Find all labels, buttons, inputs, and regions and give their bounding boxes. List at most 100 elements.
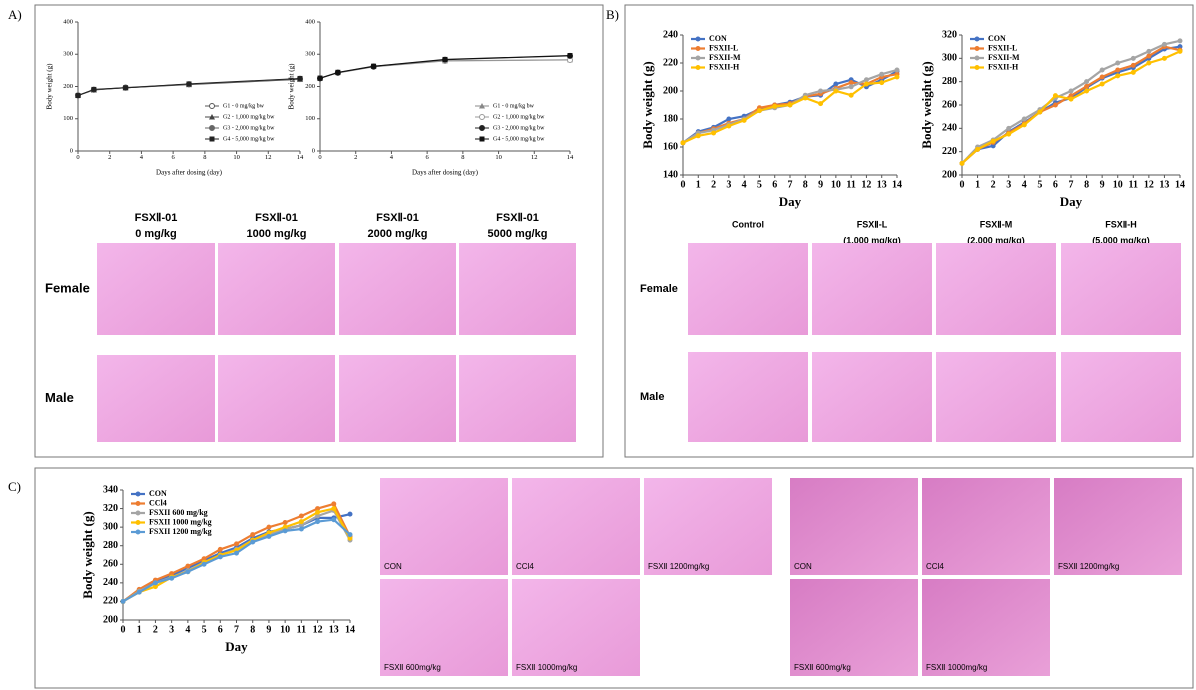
marker <box>1021 122 1027 128</box>
y-tick-label: 260 <box>103 559 118 570</box>
y-tick-label: 280 <box>942 76 957 87</box>
column-header: (1,000 mg/kg) <box>843 235 901 245</box>
marker <box>152 580 158 586</box>
marker <box>266 533 272 539</box>
marker <box>1037 109 1043 115</box>
x-tick-label: 14 <box>892 179 902 190</box>
x-axis-title: Days after dosing (day) <box>412 169 479 177</box>
legend-label: CON <box>149 489 167 498</box>
y-tick-label: 280 <box>103 540 118 551</box>
y-tick-label: 320 <box>942 29 957 40</box>
image-caption: FSXⅡ 600mg/kg <box>384 663 441 672</box>
y-tick-label: 300 <box>942 53 957 64</box>
marker <box>75 93 81 99</box>
x-tick-label: 7 <box>788 179 793 190</box>
x-tick-label: 13 <box>877 179 887 190</box>
marker <box>169 575 175 581</box>
legend-marker <box>479 125 485 131</box>
histology-image <box>1061 352 1181 442</box>
x-tick-label: 11 <box>1129 179 1138 190</box>
marker <box>217 554 223 560</box>
marker <box>1146 60 1152 66</box>
y-axis-title: Body weight (g) <box>46 63 54 110</box>
x-tick-label: 1 <box>975 179 980 190</box>
marker <box>217 546 223 552</box>
legend-label: CON <box>988 34 1006 43</box>
legend-label: FSXII-H <box>988 62 1019 71</box>
image-caption: FSXⅡ 600mg/kg <box>794 663 851 672</box>
legend-label: FSXII-H <box>709 62 740 71</box>
marker <box>1021 116 1027 122</box>
y-tick-label: 0 <box>312 147 315 154</box>
row-label: Female <box>45 280 90 295</box>
x-tick-label: 2 <box>991 179 996 190</box>
legend-marker <box>695 65 701 70</box>
marker <box>833 88 839 94</box>
y-tick-label: 220 <box>103 596 118 607</box>
panel-frame <box>624 4 1194 458</box>
x-tick-label: 12 <box>531 154 538 161</box>
legend-marker <box>695 46 701 51</box>
x-tick-label: 8 <box>203 154 206 161</box>
column-header: 2000 mg/kg <box>368 228 428 240</box>
y-tick-label: 240 <box>103 577 118 588</box>
x-tick-label: 1 <box>696 179 701 190</box>
marker <box>1130 69 1136 75</box>
marker <box>335 69 341 75</box>
y-tick-label: 220 <box>942 146 957 157</box>
y-tick-label: 240 <box>942 123 957 134</box>
marker <box>1068 88 1074 94</box>
y-axis-title: Body weight (g) <box>288 63 296 110</box>
x-tick-label: 2 <box>354 154 357 161</box>
marker <box>1130 62 1136 68</box>
marker <box>695 133 701 139</box>
legend-label: FSXII-L <box>709 43 738 52</box>
histology-image <box>380 478 508 575</box>
image-caption: CCl4 <box>926 562 944 571</box>
x-tick-label: 9 <box>818 179 823 190</box>
marker <box>741 117 747 123</box>
x-tick-label: 5 <box>202 624 207 635</box>
marker <box>297 75 303 81</box>
image-caption: CCl4 <box>516 562 534 571</box>
column-header: FSXⅡ-01 <box>376 212 419 224</box>
x-tick-label: 0 <box>121 624 126 635</box>
legend-label: G2 - 1,000 mg/kg bw <box>223 114 275 120</box>
image-caption: FSXⅡ 1000mg/kg <box>926 663 987 672</box>
marker <box>347 511 353 517</box>
marker <box>1161 41 1167 47</box>
x-tick-label: 9 <box>266 624 271 635</box>
marker <box>1177 48 1183 54</box>
legend-label: G1 - 0 mg/kg bw <box>493 103 535 109</box>
x-tick-label: 3 <box>1006 179 1011 190</box>
image-caption: FSXⅡ 1200mg/kg <box>648 562 709 571</box>
y-tick-label: 100 <box>63 115 73 122</box>
column-header: Control <box>732 219 764 229</box>
column-header: 5000 mg/kg <box>488 228 548 240</box>
marker <box>1099 67 1105 73</box>
x-tick-label: 14 <box>1175 179 1185 190</box>
legend-marker <box>135 529 141 535</box>
x-tick-label: 6 <box>172 154 176 161</box>
legend-label: G1 - 0 mg/kg bw <box>223 103 265 109</box>
marker <box>186 81 192 87</box>
panel-label: A) <box>8 7 22 22</box>
marker <box>185 563 191 569</box>
row-label: Male <box>640 391 664 403</box>
histology-image <box>512 579 640 676</box>
marker <box>1099 74 1105 80</box>
marker <box>298 526 304 532</box>
column-header: (5,000 mg/kg) <box>1092 235 1150 245</box>
y-tick-label: 0 <box>70 147 73 154</box>
marker <box>136 589 142 595</box>
x-tick-label: 8 <box>1084 179 1089 190</box>
y-tick-label: 400 <box>63 18 73 25</box>
legend-label: FSXII 1000 mg/kg <box>149 517 212 526</box>
marker <box>680 140 686 146</box>
x-tick-label: 6 <box>772 179 777 190</box>
y-tick-label: 200 <box>663 85 678 96</box>
marker <box>1068 96 1074 102</box>
histology-image <box>459 355 576 442</box>
legend-marker <box>974 55 980 61</box>
y-tick-label: 180 <box>663 113 678 124</box>
